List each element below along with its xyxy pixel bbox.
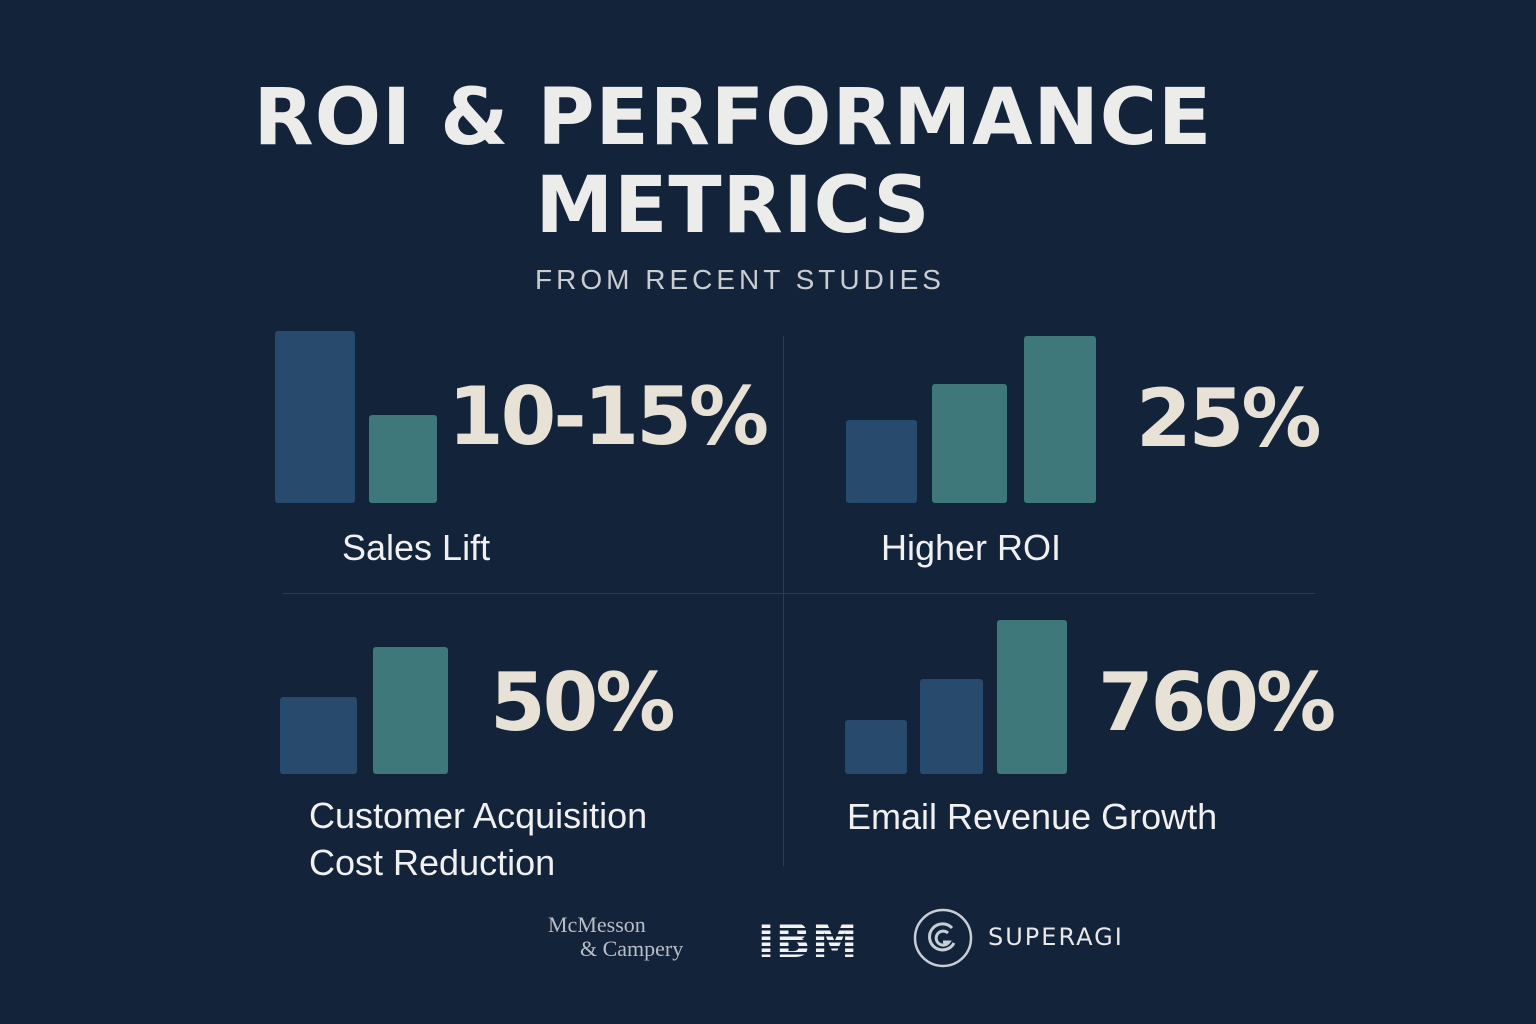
metric-value: 25% — [1136, 372, 1321, 465]
mcmesson-logo: McMesson & Campery — [548, 912, 684, 961]
metric-bar — [280, 697, 357, 774]
metric-bar — [275, 331, 355, 503]
page-title: ROI & PERFORMANCE METRICS — [0, 74, 1466, 250]
metric-bar — [932, 384, 1007, 503]
metric-label: Email Revenue Growth — [847, 796, 1218, 837]
source-logos: McMesson & Campery IBM SUPERAGI — [0, 905, 1536, 975]
page-subtitle: FROM RECENT STUDIES — [535, 264, 945, 295]
metric-bar — [845, 720, 907, 774]
ibm-logo: IBM — [758, 917, 859, 961]
superagi-logo-text: SUPERAGI — [988, 923, 1124, 951]
metric-label: Cost Reduction — [309, 842, 556, 883]
page-title-line2: METRICS — [535, 161, 931, 251]
superagi-icon — [913, 908, 973, 968]
metric-bar — [920, 679, 983, 774]
svg-text:IBM: IBM — [758, 917, 859, 961]
metric-bar — [369, 415, 437, 503]
metric-bar — [997, 620, 1067, 774]
metric-value: 760% — [1098, 656, 1336, 749]
metric-label: Sales Lift — [342, 527, 491, 568]
metric-label: Higher ROI — [881, 527, 1062, 568]
metric-value: 50% — [490, 656, 675, 749]
metric-bar — [373, 647, 448, 774]
metric-bar — [846, 420, 917, 503]
horizontal-divider — [283, 593, 1315, 594]
vertical-divider — [783, 336, 784, 866]
metric-value: 10-15% — [448, 370, 769, 463]
metric-label: Customer Acquisition — [309, 795, 648, 836]
page-title-line1: ROI & PERFORMANCE — [253, 73, 1213, 163]
metric-bar — [1024, 336, 1096, 503]
